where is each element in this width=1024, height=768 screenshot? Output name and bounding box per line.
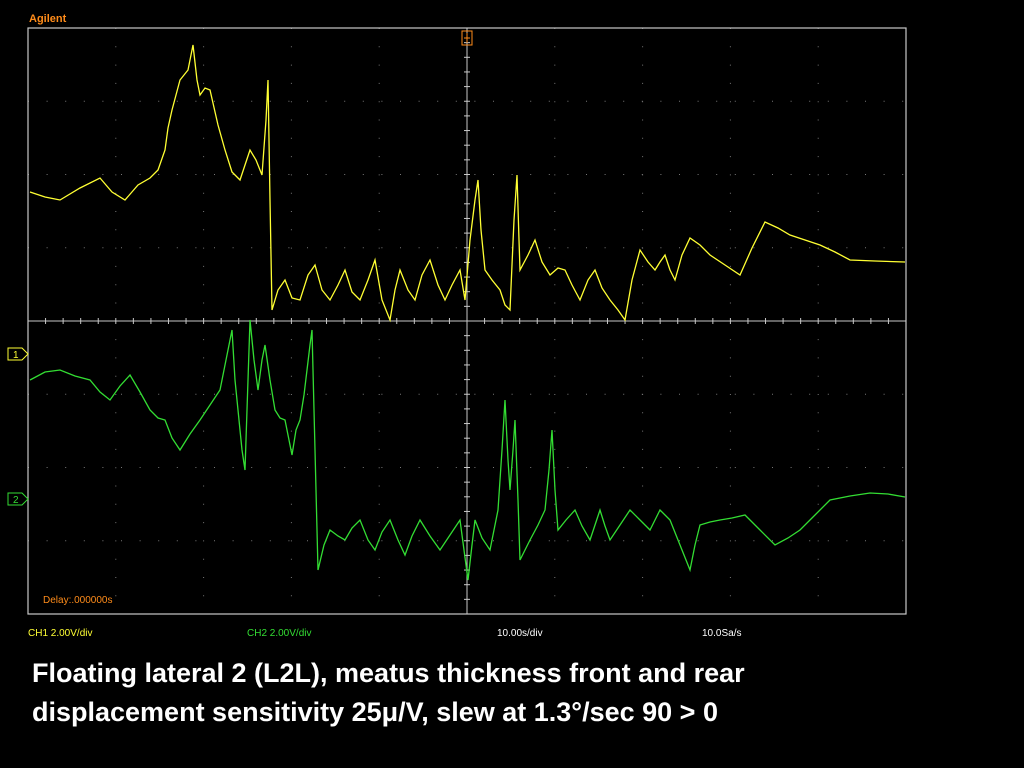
- ch2-scale: CH2 2.00V/div: [247, 628, 311, 639]
- screen-border: [27, 27, 907, 615]
- channel-1-marker: 1: [7, 347, 29, 361]
- ch1-scale: CH1 2.00V/div: [28, 628, 92, 639]
- graticule: [27, 27, 907, 615]
- sample-rate: 10.0Sa/s: [702, 628, 741, 639]
- channel-2-trace: [29, 319, 906, 581]
- timebase: 10.00s/div: [497, 628, 543, 639]
- marker-label: 2: [13, 495, 19, 506]
- delay-readout: Delay:.000000s: [43, 595, 113, 606]
- marker-label: 1: [13, 350, 19, 361]
- trigger-marker: [461, 30, 473, 46]
- brand: Agilent: [29, 13, 67, 25]
- channel-1-trace: [29, 44, 906, 323]
- channel-2-marker: 2: [7, 492, 29, 506]
- caption-line: Floating lateral 2 (L2L), meatus thickne…: [32, 658, 745, 688]
- caption-line: displacement sensitivity 25μ/V, slew at …: [32, 697, 718, 727]
